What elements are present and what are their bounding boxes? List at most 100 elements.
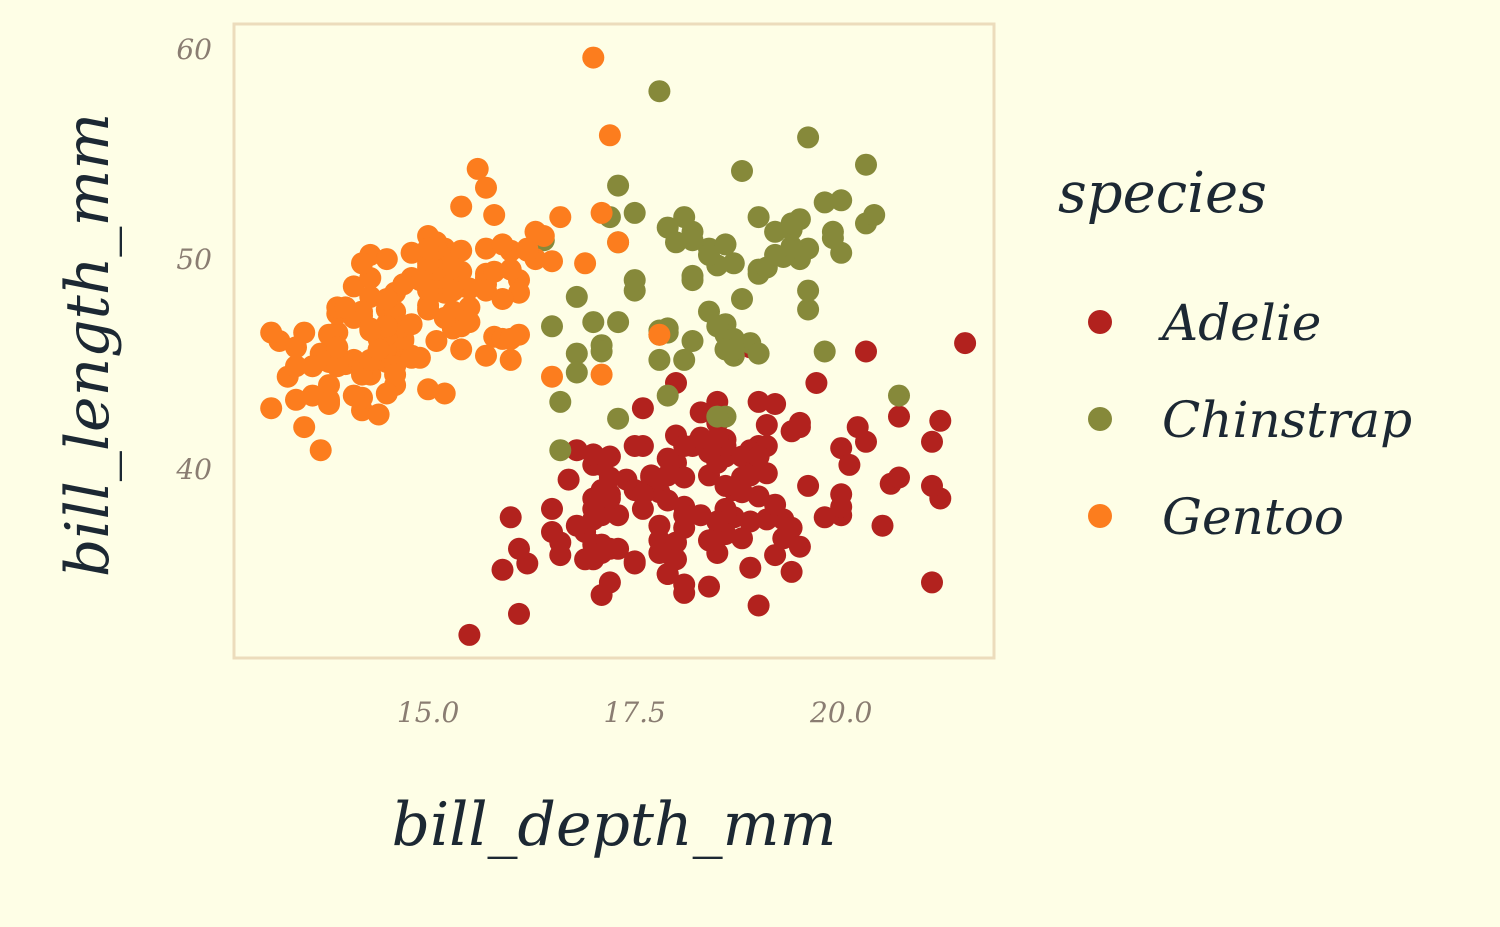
data-point-chinstrap-55 xyxy=(623,201,646,224)
data-point-gentoo-131 xyxy=(441,279,464,302)
data-point-gentoo-145 xyxy=(607,231,630,254)
data-point-adelie-140 xyxy=(598,445,621,468)
data-point-gentoo-143 xyxy=(318,390,340,413)
data-point-gentoo-90 xyxy=(450,195,473,218)
data-point-gentoo-137 xyxy=(475,176,497,199)
data-point-chinstrap-15 xyxy=(797,237,820,260)
legend-marker-chinstrap xyxy=(1088,407,1112,431)
data-point-gentoo-36 xyxy=(367,403,390,426)
data-point-gentoo-2 xyxy=(342,275,365,298)
data-point-gentoo-118 xyxy=(491,233,514,256)
legend-marker-adelie xyxy=(1088,310,1112,334)
data-point-adelie-146 xyxy=(698,529,720,552)
data-point-adelie-108 xyxy=(747,390,770,413)
legend-marker-gentoo xyxy=(1088,504,1112,528)
data-point-gentoo-136 xyxy=(326,336,349,359)
x-tick-label-1: 17.5 xyxy=(604,696,666,729)
data-point-gentoo-112 xyxy=(367,338,390,361)
data-point-adelie-126 xyxy=(689,426,712,449)
data-point-adelie-97 xyxy=(508,602,530,625)
data-point-adelie-92 xyxy=(673,466,696,489)
data-point-adelie-48 xyxy=(929,409,952,432)
data-point-gentoo-119 xyxy=(334,296,357,319)
legend: Adelie Chinstrap Gentoo xyxy=(1088,294,1412,546)
data-point-chinstrap-76 xyxy=(565,361,588,384)
data-point-adelie-116 xyxy=(871,514,894,537)
data-point-chinstrap-30 xyxy=(549,439,572,462)
data-point-chinstrap-31 xyxy=(731,160,753,182)
data-point-gentoo-125 xyxy=(491,288,514,310)
data-point-chinstrap-6 xyxy=(681,330,704,352)
data-point-chinstrap-50 xyxy=(731,288,753,310)
data-point-gentoo-99 xyxy=(541,250,563,273)
legend-item-chinstrap: Chinstrap xyxy=(1088,391,1412,449)
data-point-gentoo-117 xyxy=(301,384,324,407)
data-point-gentoo-10 xyxy=(309,439,332,462)
data-point-adelie-148 xyxy=(673,504,696,527)
data-point-adelie-18 xyxy=(954,332,977,355)
data-point-adelie-81 xyxy=(731,527,753,550)
data-point-chinstrap-64 xyxy=(888,384,910,407)
data-point-chinstrap-63 xyxy=(797,126,820,149)
data-point-gentoo-139 xyxy=(342,384,365,407)
data-point-gentoo-93 xyxy=(499,258,522,281)
data-point-gentoo-73 xyxy=(285,336,307,359)
data-point-gentoo-127 xyxy=(417,378,440,401)
data-point-gentoo-142 xyxy=(408,269,431,292)
legend-label-chinstrap: Chinstrap xyxy=(1162,391,1412,449)
data-point-chinstrap-13 xyxy=(673,206,696,229)
data-point-adelie-142 xyxy=(582,443,605,466)
data-point-gentoo-122 xyxy=(326,355,349,378)
series-adelie xyxy=(458,332,977,646)
data-point-gentoo-120 xyxy=(375,248,398,271)
data-point-adelie-19 xyxy=(689,504,712,527)
y-axis-ticks: 40 50 60 xyxy=(175,33,212,486)
data-point-chinstrap-29 xyxy=(830,189,853,212)
data-point-gentoo-89 xyxy=(285,355,307,378)
data-point-gentoo-101 xyxy=(458,277,481,300)
data-point-chinstrap-40 xyxy=(681,269,704,292)
data-point-chinstrap-61 xyxy=(706,315,729,338)
data-point-gentoo-108 xyxy=(450,338,473,361)
data-point-gentoo-109 xyxy=(351,252,373,275)
data-point-adelie-149 xyxy=(590,542,613,564)
data-point-gentoo-110 xyxy=(590,201,613,224)
data-point-gentoo-83 xyxy=(466,157,489,180)
data-point-gentoo-138 xyxy=(400,313,423,336)
data-point-adelie-6 xyxy=(797,474,820,497)
data-point-gentoo-24 xyxy=(260,397,283,420)
data-point-chinstrap-12 xyxy=(607,311,630,334)
data-point-chinstrap-25 xyxy=(747,206,770,229)
data-point-chinstrap-47 xyxy=(623,269,646,292)
data-point-gentoo-113 xyxy=(433,306,456,329)
data-point-chinstrap-78 xyxy=(590,340,613,363)
data-point-adelie-78 xyxy=(755,414,778,436)
data-point-chinstrap-67 xyxy=(764,243,787,266)
data-point-chinstrap-17 xyxy=(648,80,671,103)
y-tick-label-1: 50 xyxy=(176,243,212,276)
data-point-chinstrap-58 xyxy=(698,243,720,266)
data-point-chinstrap-54 xyxy=(706,405,729,428)
data-point-adelie-114 xyxy=(689,401,712,424)
data-point-gentoo-107 xyxy=(524,220,547,243)
data-point-chinstrap-36 xyxy=(797,298,820,321)
series-gentoo xyxy=(260,46,671,462)
data-point-adelie-77 xyxy=(508,537,530,560)
data-point-chinstrap-33 xyxy=(821,227,844,250)
data-point-chinstrap-4 xyxy=(813,191,836,214)
data-point-gentoo-149 xyxy=(648,323,671,346)
legend-label-gentoo: Gentoo xyxy=(1162,488,1344,546)
data-point-adelie-87 xyxy=(764,493,787,516)
data-point-adelie-113 xyxy=(888,466,910,489)
data-point-gentoo-151 xyxy=(375,382,398,405)
data-point-gentoo-105 xyxy=(483,260,506,283)
data-point-adelie-150 xyxy=(706,426,729,449)
data-point-chinstrap-53 xyxy=(714,233,737,256)
x-axis-ticks: 15.0 17.5 20.0 xyxy=(397,696,872,729)
data-point-adelie-120 xyxy=(813,506,836,529)
data-point-adelie-112 xyxy=(788,411,811,434)
data-point-adelie-145 xyxy=(714,474,737,497)
x-tick-label-2: 20.0 xyxy=(809,696,872,729)
data-point-gentoo-123 xyxy=(375,288,398,310)
